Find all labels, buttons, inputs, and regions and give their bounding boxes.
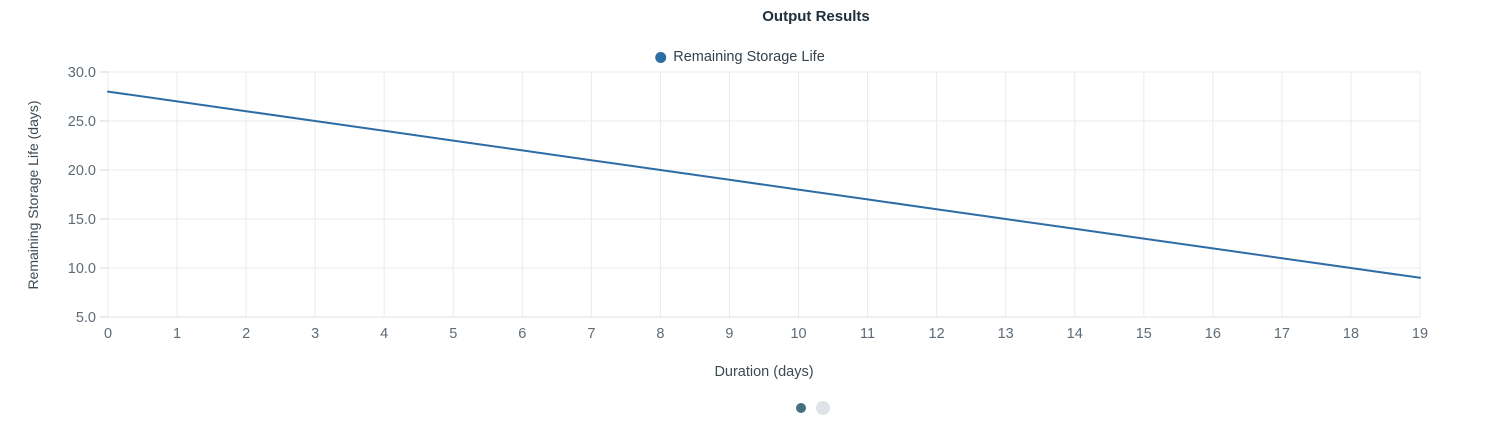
legend-series-marker-icon[interactable] — [655, 51, 667, 63]
x-tick-label: 13 — [998, 326, 1014, 342]
x-tick-label: 14 — [1067, 326, 1083, 342]
x-tick-label: 5 — [449, 326, 457, 342]
y-tick-label: 5.0 — [76, 310, 96, 326]
y-tick-label: 10.0 — [68, 261, 96, 277]
y-tick-label: 30.0 — [68, 65, 96, 81]
x-tick-label: 19 — [1412, 326, 1428, 342]
x-tick-label: 17 — [1274, 326, 1290, 342]
x-tick-label: 15 — [1136, 326, 1152, 342]
x-tick-label: 18 — [1343, 326, 1359, 342]
x-tick-label: 2 — [242, 326, 250, 342]
x-tick-label: 3 — [311, 326, 319, 342]
x-tick-label: 7 — [587, 326, 595, 342]
x-axis-title: Duration (days) — [714, 364, 814, 380]
x-tick-label: 6 — [518, 326, 526, 342]
x-tick-label: 9 — [725, 326, 733, 342]
x-tick-label: 16 — [1205, 326, 1221, 342]
y-tick-label: 25.0 — [68, 114, 96, 130]
legend: Remaining Storage Life — [655, 49, 825, 65]
x-tick-label: 11 — [860, 326, 875, 342]
pagination-dots — [796, 401, 830, 415]
y-tick-label: 15.0 — [68, 212, 96, 228]
y-tick-label: 20.0 — [68, 163, 96, 179]
legend-series-label[interactable]: Remaining Storage Life — [673, 49, 825, 65]
x-tick-label: 1 — [173, 326, 181, 342]
pagination-dot-active[interactable] — [796, 403, 806, 413]
x-tick-label: 0 — [104, 326, 112, 342]
chart-title: Output Results — [762, 8, 870, 25]
x-tick-label: 10 — [790, 326, 806, 342]
x-tick-label: 4 — [380, 326, 388, 342]
pagination-dot-inactive[interactable] — [816, 401, 830, 415]
x-tick-label: 12 — [929, 326, 945, 342]
y-axis-title: Remaining Storage Life (days) — [25, 100, 41, 290]
series-line[interactable] — [107, 90, 1421, 279]
x-tick-label: 8 — [656, 326, 664, 342]
